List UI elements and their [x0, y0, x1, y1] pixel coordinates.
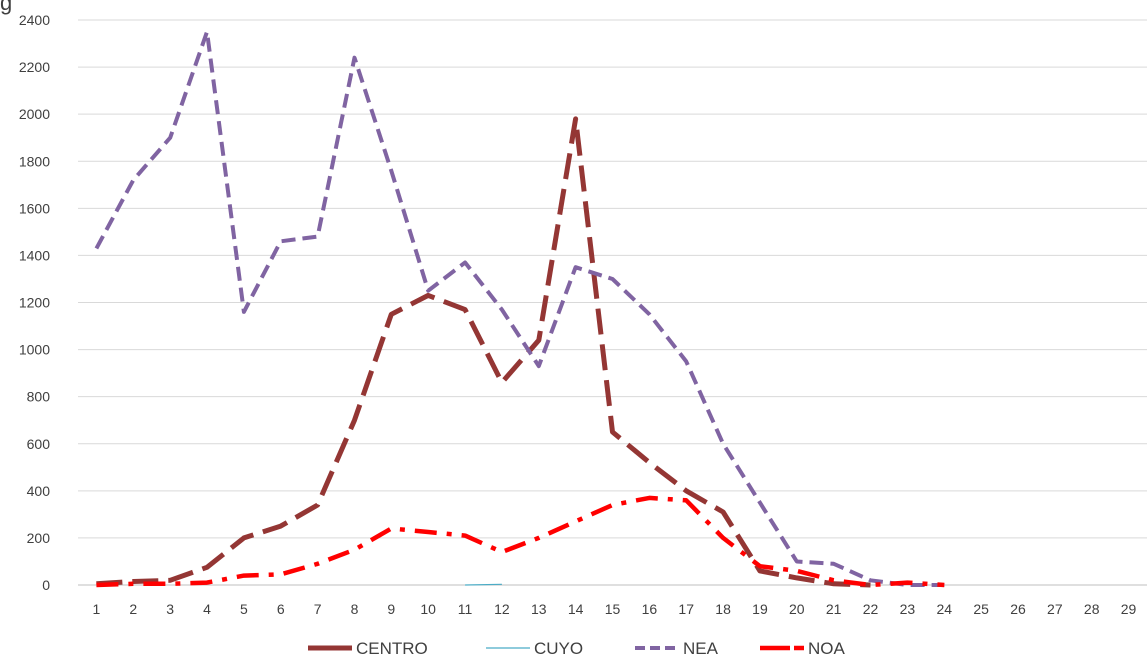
- x-tick-label: 23: [900, 601, 916, 617]
- chart-title-fragment: g: [0, 0, 12, 15]
- y-tick-label: 1800: [19, 153, 50, 169]
- x-tick-label: 27: [1047, 601, 1063, 617]
- y-tick-label: 2000: [19, 106, 50, 122]
- x-tick-label: 7: [314, 601, 322, 617]
- gridlines: [78, 19, 1147, 586]
- x-tick-label: 1: [93, 601, 101, 617]
- x-tick-label: 18: [715, 601, 731, 617]
- x-tick-label: 28: [1084, 601, 1100, 617]
- x-tick-label: 4: [203, 601, 211, 617]
- series-line-centro: [96, 116, 871, 588]
- y-tick-label: 600: [27, 436, 51, 452]
- x-tick-label: 14: [568, 601, 584, 617]
- y-tick-label: 1600: [19, 200, 50, 216]
- x-tick-label: 26: [1010, 601, 1026, 617]
- y-tick-label: 0: [42, 577, 50, 593]
- x-tick-label: 24: [936, 601, 952, 617]
- x-tick-label: 10: [420, 601, 436, 617]
- x-axis: 1 2 3 4 5 6 7 8 9 10 11 12 13 14 15 16 17 18 19 20 21 22 23 24 2…: [93, 601, 1137, 617]
- y-tick-label: 1000: [19, 342, 50, 358]
- x-tick-label: 11: [458, 601, 473, 617]
- y-tick-label: 800: [27, 389, 51, 405]
- series-line-cuyo: [465, 583, 502, 586]
- x-tick-label: 2: [129, 601, 137, 617]
- legend: CENTRO CUYO NEA NOA: [308, 639, 846, 658]
- x-tick-label: 19: [752, 601, 768, 617]
- series-lines: [94, 29, 945, 588]
- y-axis: 0 200 400 600 800 1000 1200 1400 1600 1800 2000 220…: [19, 12, 50, 593]
- x-tick-label: 8: [351, 601, 359, 617]
- legend-label-noa: NOA: [808, 639, 846, 658]
- x-tick-label: 13: [531, 601, 547, 617]
- x-tick-label: 6: [277, 601, 285, 617]
- y-tick-label: 1400: [19, 247, 50, 263]
- x-tick-label: 20: [789, 601, 805, 617]
- series-line-noa: [96, 495, 945, 588]
- y-tick-label: 2200: [19, 59, 50, 75]
- legend-label-nea: NEA: [683, 639, 719, 658]
- x-tick-label: 3: [166, 601, 174, 617]
- x-tick-label: 17: [678, 601, 694, 617]
- series-line-nea: [94, 29, 945, 587]
- y-tick-label: 1200: [19, 295, 50, 311]
- x-tick-label: 15: [605, 601, 621, 617]
- y-tick-label: 200: [27, 530, 51, 546]
- x-tick-label: 12: [494, 601, 510, 617]
- x-tick-label: 21: [826, 601, 842, 617]
- x-tick-label: 22: [863, 601, 879, 617]
- x-tick-label: 9: [387, 601, 395, 617]
- y-tick-label: 2400: [19, 12, 50, 28]
- x-tick-label: 25: [973, 601, 989, 617]
- y-tick-label: 400: [27, 483, 51, 499]
- legend-label-cuyo: CUYO: [534, 639, 583, 658]
- x-tick-label: 16: [642, 601, 658, 617]
- x-tick-label: 5: [240, 601, 248, 617]
- x-tick-label: 29: [1121, 601, 1137, 617]
- legend-label-centro: CENTRO: [356, 639, 428, 658]
